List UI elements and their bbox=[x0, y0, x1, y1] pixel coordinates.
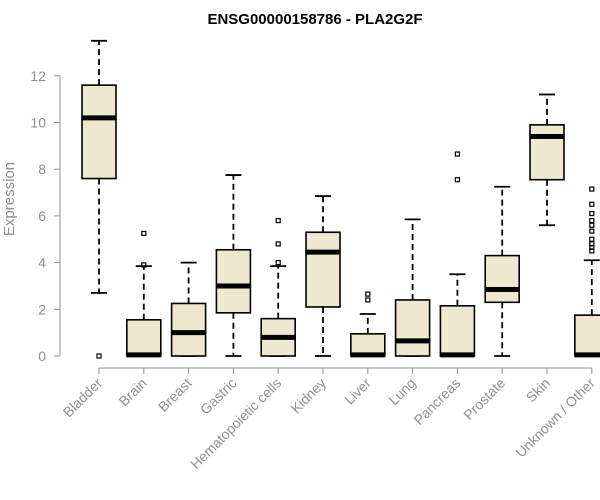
outlier-point bbox=[589, 210, 595, 217]
boxes-layer bbox=[81, 39, 600, 359]
outlier-point bbox=[589, 236, 595, 242]
box-prostate bbox=[484, 185, 521, 357]
box-hematopoietic-cells bbox=[260, 217, 297, 357]
chart-title: ENSG00000158786 - PLA2G2F bbox=[207, 11, 422, 28]
y-tick-label: 12 bbox=[30, 68, 46, 84]
outlier-point bbox=[275, 260, 281, 266]
outlier-point bbox=[365, 291, 371, 297]
y-tick-label: 4 bbox=[38, 255, 46, 271]
x-tick-label: Prostate bbox=[460, 375, 508, 423]
box-skin bbox=[529, 93, 565, 227]
iqr-box bbox=[394, 299, 431, 357]
x-tick-label: Liver bbox=[341, 375, 374, 408]
iqr-box bbox=[439, 304, 476, 357]
box-unknown-other bbox=[573, 186, 600, 358]
outlier-point bbox=[454, 177, 460, 183]
iqr-box bbox=[529, 124, 565, 181]
iqr-box bbox=[170, 302, 207, 357]
x-tick-label: Lung bbox=[385, 375, 418, 408]
box-gastric bbox=[215, 174, 252, 357]
outlier-point bbox=[589, 201, 595, 207]
x-tick-label: Unknown / Other bbox=[512, 375, 598, 461]
iqr-box bbox=[215, 248, 252, 314]
y-axis-label: Expression bbox=[1, 162, 18, 236]
outlier-point bbox=[454, 151, 460, 157]
box-lung bbox=[394, 218, 431, 357]
box-pancreas bbox=[439, 151, 476, 358]
outlier-point bbox=[141, 262, 147, 268]
y-tick-label: 0 bbox=[38, 348, 46, 364]
outlier-point bbox=[589, 217, 595, 224]
box-kidney bbox=[305, 195, 341, 357]
outlier-point bbox=[275, 217, 281, 224]
box-brain bbox=[126, 230, 162, 358]
iqr-box bbox=[573, 314, 600, 357]
x-tick-label: Skin bbox=[523, 375, 554, 406]
outlier-point bbox=[589, 186, 595, 192]
x-tick-label: Gastric bbox=[197, 375, 240, 418]
iqr-box bbox=[81, 84, 117, 180]
y-tick-label: 8 bbox=[38, 161, 46, 177]
y-axis: 0 2 4 6 8 10 12 bbox=[30, 68, 61, 364]
outlier-point bbox=[589, 228, 595, 234]
iqr-box bbox=[126, 319, 162, 357]
y-tick-label: 10 bbox=[30, 115, 46, 131]
x-tick-label: Bladder bbox=[60, 375, 106, 421]
outlier-point bbox=[589, 241, 595, 247]
box-liver bbox=[349, 291, 386, 358]
iqr-box bbox=[305, 231, 341, 308]
x-tick-label: Brain bbox=[115, 375, 149, 409]
outlier-point bbox=[589, 222, 595, 228]
x-tick-label: Pancreas bbox=[410, 375, 463, 428]
y-tick-label: 6 bbox=[38, 208, 46, 224]
iqr-box bbox=[484, 254, 521, 304]
outlier-point bbox=[365, 297, 371, 303]
x-tick-label: Breast bbox=[155, 375, 195, 415]
box-bladder bbox=[81, 39, 117, 359]
x-tick-label: Kidney bbox=[288, 375, 330, 417]
outlier-point bbox=[96, 353, 102, 359]
outlier-point bbox=[141, 230, 147, 237]
box-breast bbox=[170, 261, 207, 357]
outlier-point bbox=[275, 241, 281, 247]
y-tick-label: 2 bbox=[38, 301, 46, 317]
